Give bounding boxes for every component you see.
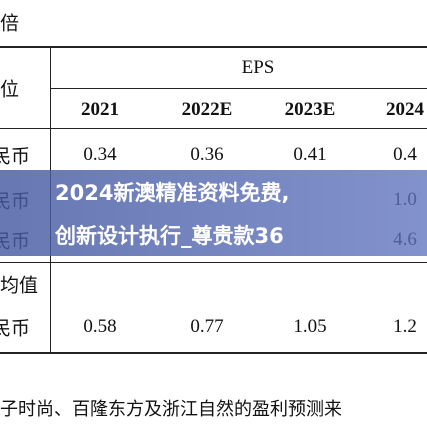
- rule: [0, 128, 427, 129]
- cell: 0.77: [190, 316, 224, 337]
- row-label: 民币: [0, 318, 31, 340]
- banner-line: 2024新澳精准资料免费,: [55, 181, 290, 205]
- column-header: 2024: [386, 99, 424, 120]
- corner: 倍: [0, 13, 20, 35]
- cell: 1.2: [393, 316, 417, 337]
- cell: 0.34: [83, 144, 117, 165]
- rule: [50, 88, 427, 89]
- row-label: 民币: [0, 146, 31, 168]
- cell: 0.36: [190, 144, 224, 165]
- column-header: 2022E: [181, 99, 233, 120]
- unit-label: 位: [0, 79, 20, 101]
- column-header: 2023E: [284, 99, 336, 120]
- avg-label: 均值: [0, 275, 39, 297]
- cell: 1.05: [293, 316, 327, 337]
- rule: [0, 46, 427, 48]
- banner-line: 创新设计执行_尊贵款36: [55, 224, 284, 248]
- cell: 0.41: [293, 144, 327, 165]
- rule: [0, 352, 427, 354]
- group-header: EPS: [241, 57, 275, 78]
- banner: 2024新澳精准资料免费, 创新设计执行_尊贵款36: [0, 170, 427, 256]
- column-header: 2021: [81, 99, 119, 120]
- rule: [0, 262, 427, 263]
- cell: 0.58: [83, 316, 117, 337]
- cell: 0.4: [393, 144, 417, 165]
- footnote: 子时尚、百隆东方及浙江自然的盈利预测来: [0, 399, 342, 419]
